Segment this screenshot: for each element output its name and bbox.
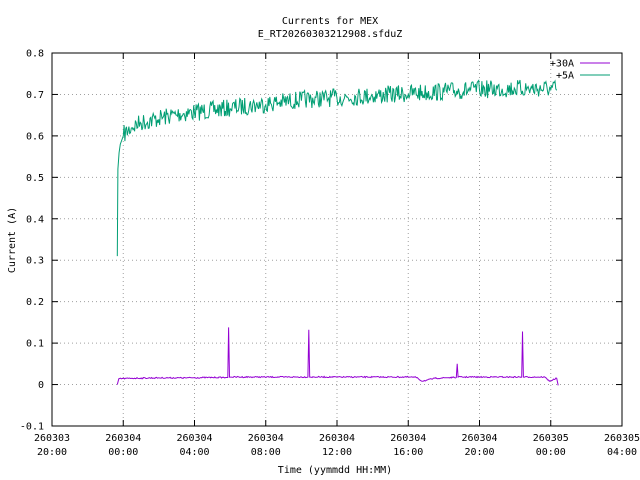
x-tick-date: 260304 xyxy=(248,433,284,444)
legend-label: +5A xyxy=(556,71,574,82)
x-tick-date: 260304 xyxy=(176,433,212,444)
grid-lines xyxy=(52,53,622,426)
y-tick-label: 0.8 xyxy=(26,49,44,60)
series-line-+5A xyxy=(116,79,558,257)
y-tick-label: 0.6 xyxy=(26,131,44,142)
chart-title: Currents for MEX xyxy=(282,16,378,27)
x-axis-label: Time (yymmdd HH:MM) xyxy=(278,465,392,476)
x-tick-time: 12:00 xyxy=(322,447,352,458)
y-tick-label: 0.5 xyxy=(26,173,44,184)
y-tick-label: 0.4 xyxy=(26,214,44,225)
x-tick-time: 00:00 xyxy=(536,447,566,458)
series-group xyxy=(116,79,559,386)
x-tick-date: 260304 xyxy=(461,433,497,444)
x-tick-date: 260303 xyxy=(34,433,70,444)
y-tick-label: -0.1 xyxy=(20,422,44,433)
x-tick-time: 04:00 xyxy=(179,447,209,458)
x-tick-date: 260304 xyxy=(390,433,426,444)
legend-label: +30A xyxy=(550,59,574,70)
y-tick-label: 0.3 xyxy=(26,256,44,267)
x-tick-time: 08:00 xyxy=(251,447,281,458)
x-tick-date: 260305 xyxy=(604,433,640,444)
x-tick-time: 20:00 xyxy=(37,447,67,458)
y-tick-labels: -0.1 0 0.1 0.2 0.3 0.4 0.5 0.6 0.7 0.8 xyxy=(20,49,44,433)
chart-subtitle: E_RT20260303212908.sfduZ xyxy=(258,29,403,40)
x-tick-time: 16:00 xyxy=(393,447,423,458)
x-tick-date: 260305 xyxy=(533,433,569,444)
x-tick-date: 260304 xyxy=(319,433,355,444)
y-tick-label: 0.7 xyxy=(26,90,44,101)
x-tick-time: 00:00 xyxy=(108,447,138,458)
y-tick-label: 0.2 xyxy=(26,297,44,308)
y-tick-label: 0.1 xyxy=(26,339,44,350)
legend: +30A+5A xyxy=(550,59,610,82)
y-axis-label: Current (A) xyxy=(7,207,18,273)
x-tick-time: 20:00 xyxy=(464,447,494,458)
x-tick-date: 260304 xyxy=(105,433,141,444)
plot-frame xyxy=(51,52,623,427)
series-line-+30A xyxy=(116,327,559,386)
x-tick-time: 04:00 xyxy=(607,447,637,458)
y-tick-label: 0 xyxy=(38,380,44,391)
x-tick-labels: 260303 20:00 260304 00:00 260304 04:00 260304 0… xyxy=(34,433,640,458)
